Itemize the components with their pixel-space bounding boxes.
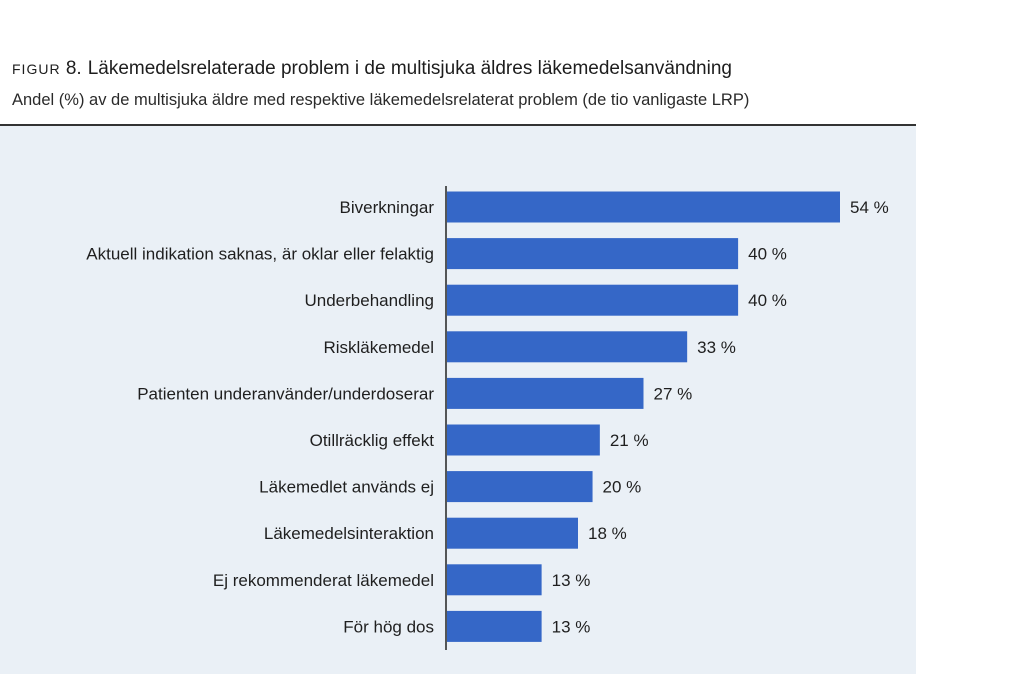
category-label: Underbehandling xyxy=(305,291,435,310)
value-label: 54 % xyxy=(850,198,889,217)
value-label: 27 % xyxy=(654,384,693,403)
figure-subtitle: Andel (%) av de multisjuka äldre med res… xyxy=(12,91,750,109)
category-label: För hög dos xyxy=(343,617,434,636)
figure-number: 8. xyxy=(65,58,82,79)
figure-title-text: Läkemedelsrelaterade problem i de multis… xyxy=(87,58,732,79)
chart-panel: Biverkningar 54 % Aktuell indikation sakna… xyxy=(0,126,916,674)
value-label: 21 % xyxy=(610,431,649,450)
category-label: Biverkningar xyxy=(340,198,435,217)
bar xyxy=(447,424,600,456)
header-rule xyxy=(0,124,916,126)
value-label: 13 % xyxy=(552,617,591,636)
bar xyxy=(447,284,739,316)
value-label: 40 % xyxy=(748,245,787,264)
bar xyxy=(447,564,542,596)
category-label: Riskläkemedel xyxy=(323,338,434,357)
category-label: Patienten underanvänder/underdoserar xyxy=(137,384,434,403)
bar xyxy=(447,331,688,363)
bar xyxy=(447,517,578,549)
bar xyxy=(447,191,840,223)
bar xyxy=(447,610,542,642)
value-label: 33 % xyxy=(697,338,736,357)
value-label: 18 % xyxy=(588,524,627,543)
category-label: Läkemedlet används ej xyxy=(259,478,434,497)
value-label: 20 % xyxy=(603,478,642,497)
category-label: Aktuell indikation saknas, är oklar elle… xyxy=(86,245,434,264)
value-label: 13 % xyxy=(552,571,591,590)
value-label: 40 % xyxy=(748,291,787,310)
bar xyxy=(447,471,593,503)
figure-label: Figur xyxy=(12,61,61,77)
category-label: Ej rekommenderat läkemedel xyxy=(213,571,434,590)
figure-title: Figur 8. Läkemedelsrelaterade problem i d… xyxy=(12,58,732,80)
category-label: Läkemedelsinteraktion xyxy=(264,524,434,543)
bar xyxy=(447,238,739,270)
bar xyxy=(447,377,644,409)
bar-chart: Biverkningar 54 % Aktuell indikation sakna… xyxy=(86,186,889,650)
category-label: Otillräcklig effekt xyxy=(310,431,435,450)
